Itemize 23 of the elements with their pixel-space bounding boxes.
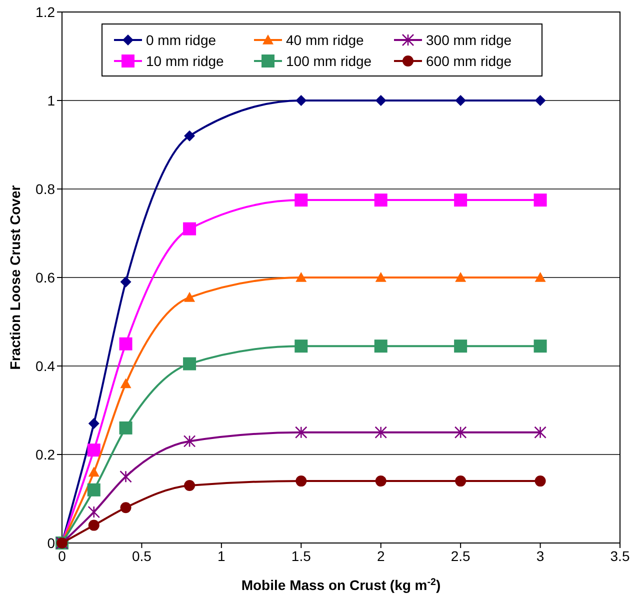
- legend-label: 300 mm ridge: [426, 32, 512, 48]
- x-axis-title: Mobile Mass on Crust (kg m$^{-2}$): [241, 576, 441, 593]
- y-tick-label: 0.4: [36, 358, 56, 374]
- x-tick-label: 3: [536, 548, 544, 564]
- y-tick-label: 0.8: [36, 181, 56, 197]
- y-tick-label: 1: [47, 92, 56, 108]
- legend-label: 40 mm ridge: [286, 32, 364, 48]
- legend-label: 600 mm ridge: [426, 53, 512, 69]
- x-tick-label: 0.5: [132, 548, 152, 564]
- legend-label: 100 mm ridge: [286, 53, 372, 69]
- y-tick-label: 1.2: [36, 4, 56, 20]
- y-tick-label: 0: [47, 535, 56, 551]
- legend-label: 0 mm ridge: [146, 32, 216, 48]
- legend-label: 10 mm ridge: [146, 53, 224, 69]
- y-tick-label: 0.2: [36, 446, 56, 462]
- y-axis-title: Fraction Loose Crust Cover: [7, 184, 23, 370]
- x-tick-label: 2.5: [450, 548, 471, 564]
- x-tick-label: 1.5: [291, 548, 312, 564]
- x-tick-label: 0: [58, 548, 66, 564]
- x-tick-label: 1: [218, 548, 226, 564]
- x-tick-label: 2: [376, 548, 385, 564]
- x-tick-label: 3.5: [610, 548, 630, 564]
- y-tick-label: 0.6: [36, 270, 56, 286]
